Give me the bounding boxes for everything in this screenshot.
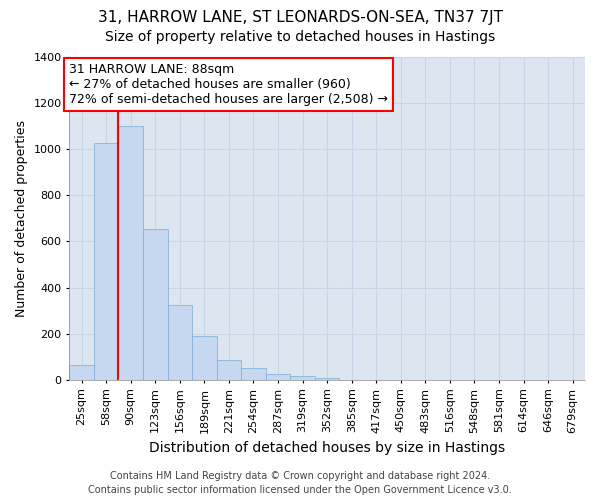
- Text: Size of property relative to detached houses in Hastings: Size of property relative to detached ho…: [105, 30, 495, 44]
- Bar: [70, 365, 94, 380]
- Bar: [290, 376, 315, 380]
- Bar: [118, 126, 143, 380]
- X-axis label: Distribution of detached houses by size in Hastings: Distribution of detached houses by size …: [149, 441, 505, 455]
- Bar: [217, 360, 241, 380]
- Text: 31 HARROW LANE: 88sqm
← 27% of detached houses are smaller (960)
72% of semi-det: 31 HARROW LANE: 88sqm ← 27% of detached …: [70, 63, 388, 106]
- Bar: [192, 336, 217, 380]
- Bar: [266, 374, 290, 380]
- Text: 31, HARROW LANE, ST LEONARDS-ON-SEA, TN37 7JT: 31, HARROW LANE, ST LEONARDS-ON-SEA, TN3…: [97, 10, 503, 25]
- Bar: [315, 378, 340, 380]
- Bar: [94, 143, 118, 380]
- Bar: [241, 368, 266, 380]
- Y-axis label: Number of detached properties: Number of detached properties: [15, 120, 28, 316]
- Bar: [167, 305, 192, 380]
- Bar: [143, 228, 167, 380]
- Text: Contains HM Land Registry data © Crown copyright and database right 2024.
Contai: Contains HM Land Registry data © Crown c…: [88, 471, 512, 495]
